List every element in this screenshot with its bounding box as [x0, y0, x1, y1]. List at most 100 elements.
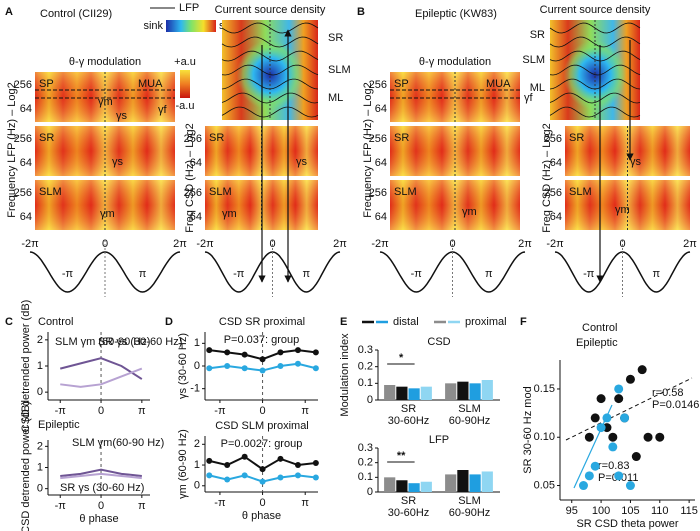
- point: [259, 356, 266, 363]
- bar: [384, 385, 396, 400]
- y-tick-label: 64: [375, 103, 387, 115]
- y-tick-label: 64: [550, 211, 562, 223]
- colorbar: [166, 20, 216, 32]
- point: [294, 347, 301, 354]
- panel-label: B: [357, 6, 365, 18]
- y-axis-label: Frequency LFP (Hz) – Log2: [362, 82, 374, 218]
- panel-label: F: [520, 316, 527, 328]
- phase-tick-label: -2π: [546, 238, 564, 250]
- y-tick-label: 0: [37, 483, 43, 495]
- y-tick-label: 256: [14, 133, 32, 145]
- x-axis-label: θ phase: [242, 510, 281, 522]
- x-tick-label: 0: [98, 405, 104, 417]
- point: [241, 472, 248, 479]
- point: [312, 365, 319, 372]
- y-tick-label: 256: [369, 79, 387, 91]
- bar: [469, 383, 481, 400]
- bar: [408, 483, 420, 492]
- legend-label: Control: [582, 322, 617, 334]
- y-tick-label: 2: [194, 438, 200, 450]
- point: [643, 432, 653, 442]
- x-tick-label: 105: [621, 505, 639, 517]
- point: [224, 349, 231, 356]
- csd-trace: [549, 64, 641, 76]
- x-tick-label: π: [301, 497, 309, 509]
- x-tick-label: 0: [260, 405, 266, 417]
- y-tick-label: 1: [194, 459, 200, 471]
- phase-tick-label: 0: [269, 238, 275, 250]
- row-label: SR: [209, 132, 224, 144]
- point: [620, 413, 630, 423]
- panel-label: C: [5, 316, 13, 328]
- phase-tick-label: -2π: [196, 238, 214, 250]
- x-axis-label: SR CSD theta power: [576, 518, 678, 530]
- annotation: γf: [524, 92, 534, 104]
- x-tick-label: π: [301, 405, 309, 417]
- csd-trace: [221, 36, 319, 48]
- x-tick-label: π: [138, 405, 146, 417]
- y-tick-label: 0.1: [358, 471, 373, 483]
- y-tick-label: 256: [369, 133, 387, 145]
- layer-label: ML: [328, 92, 343, 104]
- y-axis-label: Modulation index: [339, 333, 351, 417]
- y-tick-label: 64: [20, 157, 32, 169]
- series-line: [60, 472, 142, 480]
- layer-label: SLM: [328, 64, 351, 76]
- bar: [420, 386, 432, 400]
- x-tick-label: SLM: [458, 495, 481, 507]
- x-axis-label: θ phase: [79, 513, 118, 525]
- point: [241, 351, 248, 358]
- annotation: γm: [462, 206, 477, 218]
- layer-label: SR: [328, 32, 343, 44]
- modulation-title: θ-γ modulation: [69, 56, 141, 68]
- bar: [469, 474, 481, 492]
- point: [312, 474, 319, 481]
- y-tick-label: 0: [194, 480, 200, 492]
- point: [312, 459, 319, 466]
- bar: [457, 470, 469, 492]
- y-axis-label: γm (60-90 Hz): [177, 429, 189, 499]
- annotation: γs: [296, 156, 308, 168]
- chart-title: CSD SR proximal: [219, 316, 305, 328]
- chart-subtitle: P=0.037: group: [224, 334, 300, 346]
- y-tick-label: 64: [375, 211, 387, 223]
- point: [206, 472, 213, 479]
- y-axis-label: CSD detrended power (dB): [20, 401, 32, 531]
- x-tick-label: 30-60Hz: [388, 507, 430, 519]
- chart-title: Epileptic: [38, 419, 80, 431]
- bar: [481, 380, 493, 400]
- bar: [457, 381, 469, 400]
- point: [277, 455, 284, 462]
- csd-trace: [221, 64, 319, 76]
- y-tick-label: 0.10: [534, 431, 555, 443]
- annotation: γm: [100, 208, 115, 220]
- bar: [396, 480, 408, 492]
- legend-label: LFP: [179, 2, 199, 14]
- point: [224, 476, 231, 483]
- series-label: SLM γm (60-90 Hz): [55, 336, 150, 348]
- bar: [445, 383, 457, 400]
- annotation: r=0.58: [652, 387, 684, 399]
- phase-tick-label: -π: [583, 268, 595, 280]
- bar: [396, 386, 408, 400]
- annotation: γm: [615, 204, 630, 216]
- y-tick-label: 64: [190, 157, 202, 169]
- point: [637, 365, 647, 375]
- point: [590, 413, 600, 423]
- point: [277, 349, 284, 356]
- y-tick-label: 64: [550, 157, 562, 169]
- y-tick-label: 256: [544, 187, 562, 199]
- phase-tick-label: 2π: [173, 238, 187, 250]
- x-tick-label: -π: [55, 500, 67, 512]
- fit-line: [565, 377, 693, 441]
- annotation: MUA: [138, 78, 163, 90]
- annotation: γf: [158, 104, 168, 116]
- point: [596, 394, 606, 404]
- y-tick-label: 256: [544, 133, 562, 145]
- y-axis-label: SR 30-60 Hz mod: [522, 386, 534, 473]
- panel-label: A: [5, 6, 13, 18]
- csd-trace: [549, 106, 641, 118]
- x-tick-label: 60-90Hz: [449, 415, 491, 427]
- x-tick-label: SR: [401, 403, 416, 415]
